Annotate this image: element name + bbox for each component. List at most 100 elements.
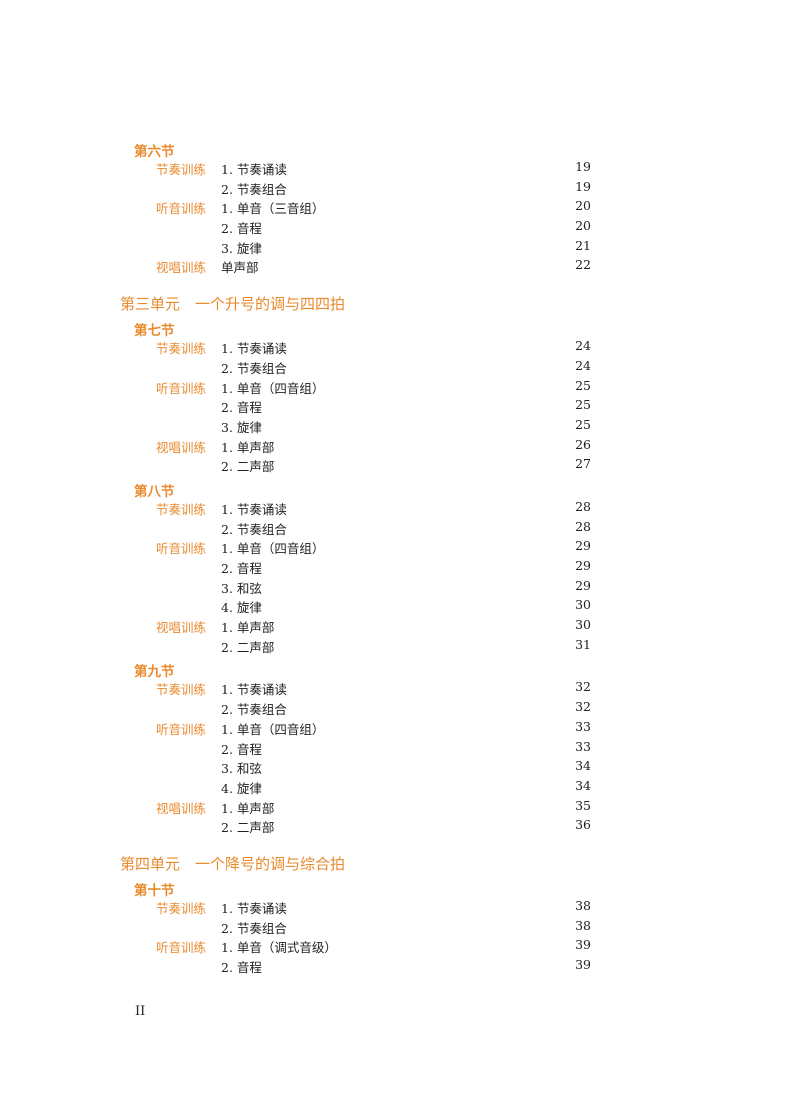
toc-entry[interactable]: 视唱训练 1. 单声部 26 bbox=[0, 437, 800, 457]
toc-entry[interactable]: 节奏训练 1. 节奏诵读 32 bbox=[0, 679, 800, 699]
toc-section: 第九节 节奏训练 1. 节奏诵读 32 2. 节奏组合 32 听音训练 1. 单音（四音组） 3… bbox=[0, 660, 800, 841]
entry-title: 2. 音程 bbox=[221, 400, 262, 416]
toc-entry[interactable]: 听音训练 1. 单音（四音组） 33 bbox=[0, 719, 800, 739]
entry-title: 4. 旋律 bbox=[221, 780, 262, 796]
entry-page-number: 25 bbox=[575, 377, 591, 393]
toc-entry[interactable]: 听音训练 1. 单音（四音组） 25 bbox=[0, 378, 800, 398]
entry-title: 3. 和弦 bbox=[221, 761, 262, 777]
toc-entry[interactable]: 节奏训练 1. 节奏诵读 24 bbox=[0, 338, 800, 358]
entry-page-number: 20 bbox=[575, 198, 591, 214]
entry-title: 2. 节奏组合 bbox=[221, 181, 287, 197]
section-heading[interactable]: 第七节 bbox=[0, 319, 800, 340]
training-category: 节奏训练 bbox=[155, 900, 206, 916]
toc-entry[interactable]: 2. 音程 29 bbox=[0, 558, 800, 578]
entry-title: 1. 节奏诵读 bbox=[221, 900, 287, 916]
toc-entry[interactable]: 2. 二声部 36 bbox=[0, 817, 800, 837]
training-category: 听音训练 bbox=[155, 940, 206, 956]
entry-page-number: 32 bbox=[575, 699, 591, 715]
toc-entry[interactable]: 视唱训练 1. 单声部 35 bbox=[0, 798, 800, 818]
toc-entry[interactable]: 3. 和弦 34 bbox=[0, 758, 800, 778]
toc-entry[interactable]: 3. 旋律 25 bbox=[0, 417, 800, 437]
section-title: 第七节 bbox=[134, 323, 175, 340]
section-title: 第六节 bbox=[134, 144, 175, 160]
toc-entry[interactable]: 3. 和弦 29 bbox=[0, 578, 800, 598]
entry-title: 2. 音程 bbox=[221, 221, 262, 237]
entry-title: 1. 节奏诵读 bbox=[221, 341, 287, 357]
entry-page-number: 24 bbox=[575, 357, 591, 373]
toc-entry[interactable]: 视唱训练 单声部 22 bbox=[0, 257, 800, 277]
training-category: 听音训练 bbox=[155, 721, 206, 737]
training-category: 节奏训练 bbox=[155, 501, 206, 517]
entry-page-number: 28 bbox=[575, 498, 591, 514]
toc-entry[interactable]: 节奏训练 1. 节奏诵读 19 bbox=[0, 159, 800, 179]
entry-title: 单声部 bbox=[221, 260, 259, 276]
entry-title: 1. 单音（四音组） bbox=[221, 380, 325, 396]
toc-entry[interactable]: 节奏训练 1. 节奏诵读 28 bbox=[0, 499, 800, 519]
entry-title: 1. 单音（四音组） bbox=[221, 541, 325, 557]
page-number: II bbox=[135, 1004, 146, 1019]
entry-page-number: 31 bbox=[575, 636, 591, 652]
entry-title: 2. 二声部 bbox=[221, 820, 275, 836]
entry-page-number: 35 bbox=[575, 797, 591, 813]
section-title: 第八节 bbox=[134, 483, 175, 500]
toc-entry[interactable]: 2. 音程 25 bbox=[0, 397, 800, 417]
entry-title: 2. 音程 bbox=[221, 960, 262, 975]
entry-title: 2. 节奏组合 bbox=[221, 920, 287, 936]
entry-title: 1. 单音（四音组） bbox=[221, 721, 325, 737]
toc-entry[interactable]: 2. 二声部 27 bbox=[0, 456, 800, 476]
toc-entry[interactable]: 视唱训练 1. 单声部 30 bbox=[0, 617, 800, 637]
training-category: 节奏训练 bbox=[155, 341, 206, 357]
toc-entry[interactable]: 听音训练 1. 单音（调式音级） 39 bbox=[0, 937, 800, 957]
entry-page-number: 33 bbox=[575, 738, 591, 754]
entry-page-number: 19 bbox=[575, 159, 591, 174]
training-category: 听音训练 bbox=[155, 380, 206, 396]
entry-title: 2. 节奏组合 bbox=[221, 702, 287, 718]
toc-entry[interactable]: 2. 音程 39 bbox=[0, 957, 800, 977]
toc-entry[interactable]: 2. 节奏组合 24 bbox=[0, 358, 800, 378]
section-heading[interactable]: 第八节 bbox=[0, 480, 800, 500]
entry-page-number: 25 bbox=[575, 397, 591, 413]
section-heading[interactable]: 第九节 bbox=[0, 660, 800, 680]
entry-page-number: 34 bbox=[575, 758, 591, 774]
toc-entry[interactable]: 2. 节奏组合 38 bbox=[0, 918, 800, 938]
training-category: 视唱训练 bbox=[155, 439, 206, 455]
toc-entry[interactable]: 节奏训练 1. 节奏诵读 38 bbox=[0, 898, 800, 918]
toc-entry[interactable]: 2. 音程 20 bbox=[0, 218, 800, 238]
toc-entry[interactable]: 2. 节奏组合 32 bbox=[0, 699, 800, 719]
toc-section: 第八节 节奏训练 1. 节奏诵读 28 2. 节奏组合 28 听音训练 1. 单音（四音组） 2… bbox=[0, 480, 800, 661]
entry-page-number: 39 bbox=[575, 937, 591, 953]
table-of-contents: 第六节 节奏训练 1. 节奏诵读 19 2. 节奏组合 19 听音训练 1. 单音（三音组） 2… bbox=[0, 140, 800, 981]
toc-entry[interactable]: 3. 旋律 21 bbox=[0, 238, 800, 258]
toc-entry[interactable]: 听音训练 1. 单音（四音组） 29 bbox=[0, 538, 800, 558]
toc-entry[interactable]: 2. 节奏组合 19 bbox=[0, 179, 800, 199]
unit-heading[interactable]: 第四单元 一个降号的调与综合拍 bbox=[0, 853, 800, 875]
entry-page-number: 19 bbox=[575, 178, 591, 194]
toc-entry[interactable]: 2. 节奏组合 28 bbox=[0, 519, 800, 539]
entry-page-number: 39 bbox=[575, 957, 591, 972]
training-category: 听音训练 bbox=[155, 541, 206, 557]
toc-entry[interactable]: 2. 二声部 31 bbox=[0, 637, 800, 657]
entry-page-number: 21 bbox=[575, 237, 591, 253]
entry-title: 2. 二声部 bbox=[221, 459, 275, 475]
entry-title: 2. 音程 bbox=[221, 741, 262, 757]
entry-title: 2. 节奏组合 bbox=[221, 360, 287, 376]
section-heading[interactable]: 第十节 bbox=[0, 879, 800, 899]
toc-entry[interactable]: 4. 旋律 34 bbox=[0, 778, 800, 798]
entry-title: 3. 旋律 bbox=[221, 240, 262, 256]
toc-entry[interactable]: 4. 旋律 30 bbox=[0, 597, 800, 617]
entry-title: 1. 单声部 bbox=[221, 620, 275, 636]
entry-title: 4. 旋律 bbox=[221, 600, 262, 616]
unit-heading[interactable]: 第三单元 一个升号的调与四四拍 bbox=[0, 293, 800, 315]
unit-title: 第三单元 一个升号的调与四四拍 bbox=[120, 295, 346, 314]
entry-title: 1. 单音（三音组） bbox=[221, 201, 325, 217]
toc-section: 第六节 节奏训练 1. 节奏诵读 19 2. 节奏组合 19 听音训练 1. 单音（三音组） 2… bbox=[0, 140, 800, 281]
toc-entry[interactable]: 听音训练 1. 单音（三音组） 20 bbox=[0, 198, 800, 218]
entry-page-number: 29 bbox=[575, 558, 591, 573]
entry-title: 2. 二声部 bbox=[221, 639, 275, 655]
toc-entry[interactable]: 2. 音程 33 bbox=[0, 739, 800, 759]
entry-page-number: 36 bbox=[575, 817, 591, 833]
entry-page-number: 26 bbox=[575, 436, 591, 452]
entry-title: 1. 节奏诵读 bbox=[221, 162, 287, 177]
section-heading[interactable]: 第六节 bbox=[0, 140, 800, 160]
entry-page-number: 24 bbox=[575, 338, 591, 354]
